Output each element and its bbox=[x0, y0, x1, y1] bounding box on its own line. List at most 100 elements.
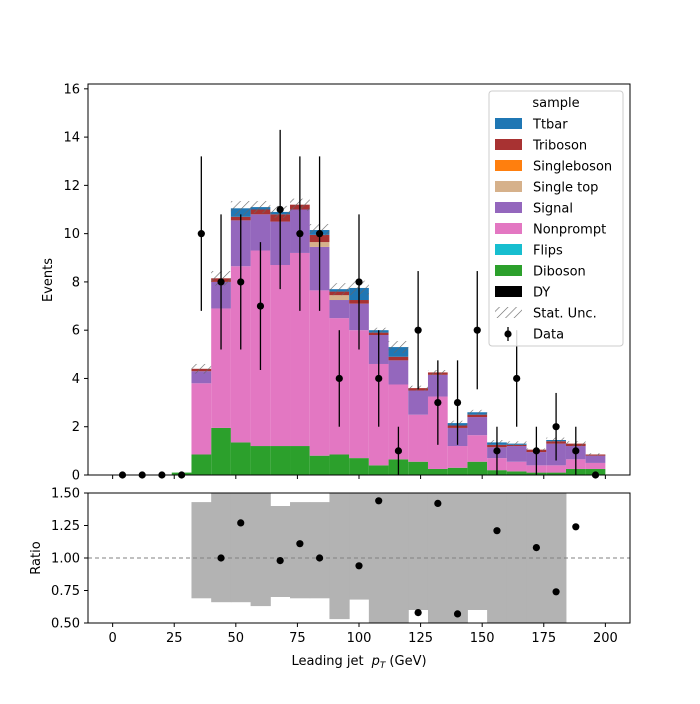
data-point-22 bbox=[552, 423, 560, 431]
bar-signal-bin-11 bbox=[329, 300, 350, 319]
bar-nonprompt-bin-8 bbox=[270, 265, 291, 447]
x-axis-label-unit: (GeV) bbox=[389, 654, 426, 669]
bar-diboson-bin-16 bbox=[427, 468, 448, 475]
ratio-point-0 bbox=[217, 554, 225, 562]
ratio-x-ticks: 0 25 50 75 100 125 150 175 200 bbox=[108, 623, 618, 646]
stat-unc-bin-24 bbox=[585, 453, 606, 456]
legend-label-signal: Signal bbox=[533, 202, 573, 217]
bar-diboson-bin-13 bbox=[368, 465, 389, 475]
legend-swatch-single-top bbox=[495, 181, 522, 192]
ratio-ytick-label-0.50: 0.50 bbox=[51, 617, 80, 632]
ratio-ytick-label-1.50: 1.50 bbox=[51, 487, 80, 502]
legend-swatch-nonprompt bbox=[495, 223, 522, 234]
data-point-12 bbox=[355, 278, 363, 286]
legend-swatch-dy bbox=[495, 286, 522, 297]
legend-label-stat-unc-: Stat. Unc. bbox=[533, 307, 597, 322]
ratio-band-bin-11 bbox=[329, 493, 350, 620]
data-point-4 bbox=[197, 230, 205, 238]
ratio-band-bin-5 bbox=[211, 493, 232, 603]
ratio-xtick-label-150: 150 bbox=[470, 631, 495, 646]
ratio-xtick-label-75: 75 bbox=[289, 631, 306, 646]
ratio-band-bin-6 bbox=[230, 493, 252, 603]
bar-signal-bin-7 bbox=[250, 214, 271, 251]
bar-nonprompt-bin-22 bbox=[546, 465, 566, 473]
main-ytick-label-6: 6 bbox=[72, 324, 80, 339]
data-point-7 bbox=[256, 302, 265, 310]
ratio-point-7 bbox=[414, 609, 422, 617]
ratio-ytick-label-1.25: 1.25 bbox=[51, 519, 80, 534]
ratio-ytick-label-1.00: 1.00 bbox=[51, 552, 80, 567]
bar-nonprompt-bin-18 bbox=[467, 435, 488, 462]
ratio-xtick-label-125: 125 bbox=[408, 631, 433, 646]
data-point-21 bbox=[532, 447, 540, 455]
bar-nonprompt-bin-10 bbox=[309, 290, 330, 456]
bar-nonprompt-bin-17 bbox=[447, 446, 468, 468]
bar-single-top-bin-11 bbox=[329, 295, 350, 301]
ratio-ytick-label-0.75: 0.75 bbox=[51, 584, 80, 599]
bar-nonprompt-bin-20 bbox=[506, 461, 527, 472]
bar-nonprompt-bin-6 bbox=[230, 266, 251, 443]
ratio-band-bin-15 bbox=[408, 493, 429, 610]
bar-diboson-bin-12 bbox=[349, 458, 369, 475]
legend-swatch-singleboson bbox=[495, 160, 522, 171]
ratio-point-8 bbox=[434, 499, 442, 507]
bar-diboson-bin-11 bbox=[329, 454, 350, 475]
stat-unc-bin-4 bbox=[191, 363, 212, 374]
stat-unc-bin-7 bbox=[250, 201, 271, 214]
data-point-6 bbox=[237, 278, 245, 286]
data-point-10 bbox=[315, 230, 324, 238]
ratio-xtick-label-0: 0 bbox=[108, 631, 116, 646]
data-point-19 bbox=[493, 447, 501, 455]
ratio-band-bin-8 bbox=[270, 506, 291, 597]
bar-nonprompt-bin-5 bbox=[211, 308, 231, 428]
ratio-point-5 bbox=[355, 562, 363, 570]
ratio-panel: 0.50 0.75 1.00 1.25 1.50 0 25 50 75 100 125 150 175… bbox=[29, 487, 631, 671]
legend-items: Ttbar Triboson Singleboson Single top Signal… bbox=[495, 118, 612, 343]
legend-label-nonprompt: Nonprompt bbox=[533, 223, 606, 238]
legend-label-ttbar: Ttbar bbox=[532, 118, 568, 133]
legend-swatch-ttbar bbox=[495, 118, 522, 129]
bar-nonprompt-bin-14 bbox=[388, 384, 409, 460]
bar-signal-bin-24 bbox=[585, 455, 606, 463]
ratio-xtick-label-200: 200 bbox=[593, 631, 618, 646]
data-point-17 bbox=[453, 398, 462, 407]
ratio-xtick-label-25: 25 bbox=[166, 631, 183, 646]
legend-marker-data bbox=[504, 330, 512, 338]
main-ytick-label-14: 14 bbox=[63, 131, 80, 146]
legend-swatch-flips bbox=[495, 244, 522, 255]
x-axis-label-sub: T bbox=[380, 661, 387, 671]
ratio-point-1 bbox=[237, 519, 245, 527]
legend-label-flips: Flips bbox=[533, 244, 563, 259]
legend-label-triboson: Triboson bbox=[532, 139, 587, 154]
stat-unc-bin-18 bbox=[467, 409, 488, 415]
bar-diboson-bin-20 bbox=[506, 471, 527, 475]
main-ytick-label-2: 2 bbox=[72, 420, 80, 435]
data-point-8 bbox=[276, 205, 284, 214]
bar-nonprompt-bin-12 bbox=[349, 330, 369, 459]
main-y-axis-label: Events bbox=[41, 258, 56, 302]
ratio-xtick-label-50: 50 bbox=[228, 631, 245, 646]
stat-unc-bin-6 bbox=[230, 201, 251, 216]
bar-signal-bin-18 bbox=[467, 417, 488, 436]
legend: sample Ttbar Triboson Singleboson Single to… bbox=[488, 90, 624, 347]
legend-label-single-top: Single top bbox=[533, 181, 598, 196]
bar-diboson-bin-18 bbox=[467, 461, 488, 475]
main-ytick-label-0: 0 bbox=[72, 469, 80, 484]
ratio-y-ticks: 0.50 0.75 1.00 1.25 1.50 bbox=[51, 487, 88, 632]
data-point-23 bbox=[572, 447, 580, 455]
x-axis-label-main: Leading jet bbox=[291, 654, 363, 669]
ratio-band-bin-4 bbox=[191, 502, 212, 599]
main-y-ticks: 0 2 4 6 8 10 12 14 16 bbox=[63, 82, 88, 484]
legend-swatch-triboson bbox=[495, 139, 522, 150]
bar-signal-bin-15 bbox=[408, 390, 428, 415]
ratio-band-bin-10 bbox=[309, 502, 330, 599]
legend-label-data: Data bbox=[533, 328, 564, 343]
main-x-ticks bbox=[112, 475, 606, 479]
ratio-y-axis-label: Ratio bbox=[29, 541, 44, 574]
legend-label-diboson: Diboson bbox=[533, 265, 586, 280]
ratio-point-9 bbox=[453, 610, 462, 618]
ratio-point-2 bbox=[276, 557, 284, 565]
ratio-points bbox=[217, 497, 580, 618]
bar-diboson-bin-6 bbox=[230, 442, 251, 475]
legend-frame bbox=[488, 90, 624, 347]
